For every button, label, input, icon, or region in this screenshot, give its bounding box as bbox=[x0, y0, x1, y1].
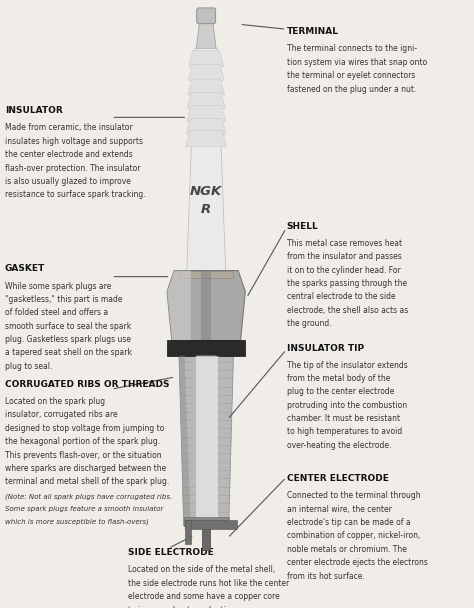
Text: fastened on the plug under a nut.: fastened on the plug under a nut. bbox=[287, 85, 416, 94]
Text: Connected to the terminal through: Connected to the terminal through bbox=[287, 491, 420, 500]
Text: which is more susceptible to flash-overs): which is more susceptible to flash-overs… bbox=[5, 518, 149, 525]
Text: R: R bbox=[201, 203, 211, 216]
Text: protruding into the combustion: protruding into the combustion bbox=[287, 401, 407, 410]
Text: "gasketless," this part is made: "gasketless," this part is made bbox=[5, 295, 122, 304]
Bar bbox=[202, 523, 210, 550]
Text: SIDE ELECTRODE: SIDE ELECTRODE bbox=[128, 548, 214, 558]
Polygon shape bbox=[186, 119, 226, 134]
Polygon shape bbox=[179, 356, 233, 526]
Text: to increase heat conduction.: to increase heat conduction. bbox=[128, 606, 237, 608]
Text: INSULATOR: INSULATOR bbox=[5, 106, 63, 116]
Text: to high temperatures to avoid: to high temperatures to avoid bbox=[287, 427, 402, 437]
Text: it on to the cylinder head. For: it on to the cylinder head. For bbox=[287, 266, 401, 275]
Polygon shape bbox=[186, 131, 227, 147]
Text: flash-over protection. The insulator: flash-over protection. The insulator bbox=[5, 164, 140, 173]
Text: over-heating the electrode.: over-heating the electrode. bbox=[287, 441, 391, 450]
Text: from the metal body of the: from the metal body of the bbox=[287, 374, 390, 383]
Text: NGK: NGK bbox=[190, 185, 222, 198]
FancyBboxPatch shape bbox=[197, 8, 216, 24]
Text: the side electrode runs hot like the center: the side electrode runs hot like the cen… bbox=[128, 579, 289, 588]
Text: TERMINAL: TERMINAL bbox=[287, 27, 339, 36]
Text: (Note: Not all spark plugs have corrugated ribs.: (Note: Not all spark plugs have corrugat… bbox=[5, 494, 172, 500]
Polygon shape bbox=[189, 50, 224, 66]
Text: Located on the side of the metal shell,: Located on the side of the metal shell, bbox=[128, 565, 275, 575]
Text: the hexagonal portion of the spark plug.: the hexagonal portion of the spark plug. bbox=[5, 437, 160, 446]
Text: smooth surface to seal the spark: smooth surface to seal the spark bbox=[5, 322, 131, 331]
Text: an internal wire, the center: an internal wire, the center bbox=[287, 505, 392, 514]
Bar bbox=[185, 520, 191, 544]
Bar bbox=[167, 340, 245, 356]
Text: from its hot surface.: from its hot surface. bbox=[287, 572, 365, 581]
Text: is also usually glazed to improve: is also usually glazed to improve bbox=[5, 177, 131, 186]
Text: CORRUGATED RIBS OR THREADS: CORRUGATED RIBS OR THREADS bbox=[5, 380, 169, 389]
Text: plug. Gasketless spark plugs use: plug. Gasketless spark plugs use bbox=[5, 335, 131, 344]
Text: central electrode to the side: central electrode to the side bbox=[287, 292, 395, 302]
Text: combination of copper, nickel-iron,: combination of copper, nickel-iron, bbox=[287, 531, 420, 541]
Text: insulates high voltage and supports: insulates high voltage and supports bbox=[5, 137, 143, 146]
Polygon shape bbox=[196, 21, 216, 49]
Polygon shape bbox=[179, 356, 191, 526]
Text: a tapered seat shell on the spark: a tapered seat shell on the spark bbox=[5, 348, 132, 358]
Text: This prevents flash-over, or the situation: This prevents flash-over, or the situati… bbox=[5, 451, 161, 460]
Text: the ground.: the ground. bbox=[287, 319, 331, 328]
Text: The terminal connects to the igni-: The terminal connects to the igni- bbox=[287, 44, 417, 54]
Text: Some spark plugs feature a smooth insulator: Some spark plugs feature a smooth insula… bbox=[5, 506, 163, 512]
Polygon shape bbox=[167, 271, 246, 340]
Text: CENTER ELECTRODE: CENTER ELECTRODE bbox=[287, 474, 389, 483]
Text: SHELL: SHELL bbox=[287, 222, 319, 231]
Text: resistance to surface spark tracking.: resistance to surface spark tracking. bbox=[5, 190, 146, 199]
Text: tion system via wires that snap onto: tion system via wires that snap onto bbox=[287, 58, 427, 67]
Bar bbox=[184, 517, 229, 526]
Polygon shape bbox=[187, 49, 226, 271]
Polygon shape bbox=[197, 356, 216, 526]
Text: the center electrode and extends: the center electrode and extends bbox=[5, 150, 133, 159]
Bar bbox=[185, 520, 237, 529]
Bar bbox=[179, 271, 233, 278]
Text: insulator, corrugated ribs are: insulator, corrugated ribs are bbox=[5, 410, 118, 420]
Text: electrode, the shell also acts as: electrode, the shell also acts as bbox=[287, 306, 408, 315]
Polygon shape bbox=[188, 79, 225, 95]
Text: chamber. It must be resistant: chamber. It must be resistant bbox=[287, 414, 400, 423]
Text: terminal and metal shell of the spark plug.: terminal and metal shell of the spark pl… bbox=[5, 477, 169, 486]
Text: from the insulator and passes: from the insulator and passes bbox=[287, 252, 401, 261]
Text: This metal case removes heat: This metal case removes heat bbox=[287, 239, 402, 248]
Text: While some spark plugs are: While some spark plugs are bbox=[5, 282, 111, 291]
Text: Made from ceramic, the insulator: Made from ceramic, the insulator bbox=[5, 123, 133, 133]
Text: The tip of the insulator extends: The tip of the insulator extends bbox=[287, 361, 408, 370]
Text: noble metals or chromium. The: noble metals or chromium. The bbox=[287, 545, 407, 554]
Text: center electrode ejects the electrons: center electrode ejects the electrons bbox=[287, 558, 428, 567]
Polygon shape bbox=[195, 356, 218, 523]
Polygon shape bbox=[201, 271, 211, 340]
Text: electrode and some have a copper core: electrode and some have a copper core bbox=[128, 592, 280, 601]
Text: the sparks passing through the: the sparks passing through the bbox=[287, 279, 407, 288]
Text: plug to seal.: plug to seal. bbox=[5, 362, 52, 371]
Polygon shape bbox=[187, 106, 226, 122]
Text: plug to the center electrode: plug to the center electrode bbox=[287, 387, 394, 396]
Polygon shape bbox=[188, 64, 224, 80]
Text: Located on the spark plug: Located on the spark plug bbox=[5, 397, 105, 406]
Text: electrode's tip can be made of a: electrode's tip can be made of a bbox=[287, 518, 410, 527]
Polygon shape bbox=[167, 271, 191, 340]
Text: INSULATOR TIP: INSULATOR TIP bbox=[287, 344, 364, 353]
Text: the terminal or eyelet connectors: the terminal or eyelet connectors bbox=[287, 71, 415, 80]
Text: designed to stop voltage from jumping to: designed to stop voltage from jumping to bbox=[5, 424, 164, 433]
Text: where sparks are discharged between the: where sparks are discharged between the bbox=[5, 464, 166, 473]
Polygon shape bbox=[187, 92, 225, 108]
Text: GASKET: GASKET bbox=[5, 264, 45, 274]
Text: of folded steel and offers a: of folded steel and offers a bbox=[5, 308, 108, 317]
